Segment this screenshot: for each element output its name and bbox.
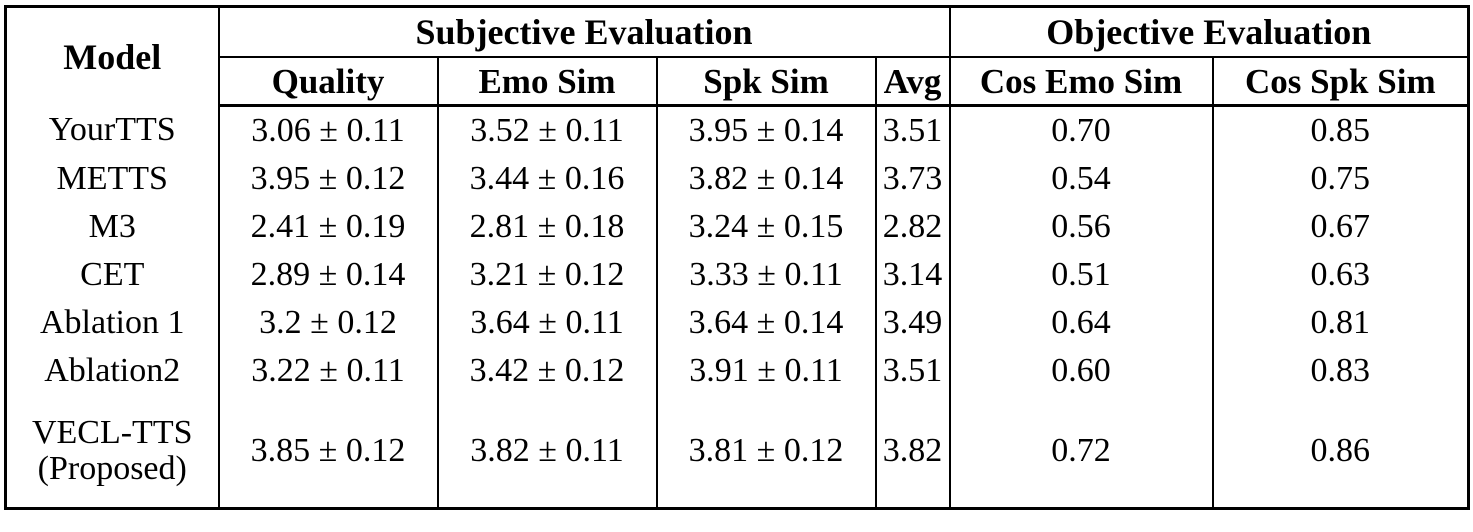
value-cell-cos-spk-sim: 0.86 xyxy=(1211,395,1470,509)
header-columns-row: Quality Emo Sim Spk Sim Avg Cos Emo Sim … xyxy=(6,57,1470,107)
value-cell-quality: 3.22 ± 0.11 xyxy=(217,347,439,395)
col-header-cos-spk-sim: Cos Spk Sim xyxy=(1211,57,1470,107)
value-cell-quality: 3.2 ± 0.12 xyxy=(217,299,439,347)
value-cell-cos-emo-sim: 0.72 xyxy=(948,395,1214,509)
value-cell-avg: 3.51 xyxy=(874,347,951,395)
value-cell-quality: 3.06 ± 0.11 xyxy=(217,105,439,155)
value-cell-cos-emo-sim: 0.70 xyxy=(948,105,1214,155)
value-cell-cos-emo-sim: 0.51 xyxy=(948,251,1214,299)
value-cell-cos-spk-sim: 0.63 xyxy=(1211,251,1470,299)
table-row-cet: CET 2.89 ± 0.14 3.21 ± 0.12 3.33 ± 0.11 … xyxy=(4,251,1470,299)
value-cell-emo-sim: 3.44 ± 0.16 xyxy=(436,155,658,203)
value-cell-cos-spk-sim: 0.75 xyxy=(1211,155,1470,203)
value-cell-quality: 2.89 ± 0.14 xyxy=(217,251,439,299)
value-cell-emo-sim: 3.64 ± 0.11 xyxy=(436,299,658,347)
value-cell-spk-sim: 3.82 ± 0.14 xyxy=(655,155,877,203)
model-cell: Ablation2 xyxy=(4,347,220,395)
evaluation-results-table: Model Subjective Evaluation Objective Ev… xyxy=(4,5,1471,510)
table-row-metts: METTS 3.95 ± 0.12 3.44 ± 0.16 3.82 ± 0.1… xyxy=(4,155,1470,203)
header-group-row: Model Subjective Evaluation Objective Ev… xyxy=(4,6,1470,106)
value-cell-emo-sim: 3.42 ± 0.12 xyxy=(436,347,658,395)
header-objective-evaluation: Objective Evaluation xyxy=(948,6,1470,58)
value-cell-emo-sim: 2.81 ± 0.18 xyxy=(436,203,658,251)
header-subjective-evaluation: Subjective Evaluation xyxy=(217,6,951,58)
value-cell-cos-spk-sim: 0.81 xyxy=(1211,299,1470,347)
model-cell: Ablation 1 xyxy=(4,299,220,347)
model-cell: M3 xyxy=(4,203,220,251)
value-cell-avg: 3.82 xyxy=(874,395,951,509)
evaluation-table-container: Model Subjective Evaluation Objective Ev… xyxy=(4,5,1471,510)
col-header-avg: Avg xyxy=(874,57,951,107)
header-model: Model xyxy=(4,6,220,106)
value-cell-quality: 3.85 ± 0.12 xyxy=(217,395,439,509)
value-cell-emo-sim: 3.52 ± 0.11 xyxy=(436,105,658,155)
table-row-m3: M3 2.41 ± 0.19 2.81 ± 0.18 3.24 ± 0.15 2… xyxy=(4,203,1470,251)
value-cell-spk-sim: 3.64 ± 0.14 xyxy=(655,299,877,347)
col-header-spk-sim: Spk Sim xyxy=(655,57,877,107)
col-header-quality: Quality xyxy=(217,57,439,107)
value-cell-emo-sim: 3.21 ± 0.12 xyxy=(436,251,658,299)
value-cell-quality: 2.41 ± 0.19 xyxy=(217,203,439,251)
value-cell-cos-emo-sim: 0.54 xyxy=(948,155,1214,203)
value-cell-spk-sim: 3.24 ± 0.15 xyxy=(655,203,877,251)
value-cell-avg: 3.73 xyxy=(874,155,951,203)
value-cell-cos-spk-sim: 0.83 xyxy=(1211,347,1470,395)
value-cell-cos-spk-sim: 0.67 xyxy=(1211,203,1470,251)
value-cell-spk-sim: 3.95 ± 0.14 xyxy=(655,105,877,155)
value-cell-cos-emo-sim: 0.64 xyxy=(948,299,1214,347)
value-cell-emo-sim: 3.82 ± 0.11 xyxy=(436,395,658,509)
model-cell: CET xyxy=(4,251,220,299)
value-cell-spk-sim: 3.81 ± 0.12 xyxy=(655,395,877,509)
col-header-cos-emo-sim: Cos Emo Sim xyxy=(948,57,1214,107)
table-row-ablation2: Ablation2 3.22 ± 0.11 3.42 ± 0.12 3.91 ±… xyxy=(4,347,1470,395)
table-row-ablation-1: Ablation 1 3.2 ± 0.12 3.64 ± 0.11 3.64 ±… xyxy=(4,299,1470,347)
col-header-emo-sim: Emo Sim xyxy=(436,57,658,107)
model-cell: YourTTS xyxy=(4,105,220,155)
value-cell-cos-emo-sim: 0.60 xyxy=(948,347,1214,395)
value-cell-avg: 3.14 xyxy=(874,251,951,299)
table-row-yourtts: YourTTS 3.06 ± 0.11 3.52 ± 0.11 3.95 ± 0… xyxy=(4,105,1470,155)
value-cell-spk-sim: 3.33 ± 0.11 xyxy=(655,251,877,299)
table-row-vecl-tts-proposed: VECL-TTS (Proposed) 3.85 ± 0.12 3.82 ± 0… xyxy=(4,395,1470,509)
value-cell-cos-spk-sim: 0.85 xyxy=(1211,105,1470,155)
value-cell-spk-sim: 3.91 ± 0.11 xyxy=(655,347,877,395)
model-cell: VECL-TTS (Proposed) xyxy=(4,395,220,509)
value-cell-quality: 3.95 ± 0.12 xyxy=(217,155,439,203)
model-cell: METTS xyxy=(4,155,220,203)
value-cell-avg: 3.51 xyxy=(874,105,951,155)
value-cell-avg: 3.49 xyxy=(874,299,951,347)
value-cell-avg: 2.82 xyxy=(874,203,951,251)
value-cell-cos-emo-sim: 0.56 xyxy=(948,203,1214,251)
